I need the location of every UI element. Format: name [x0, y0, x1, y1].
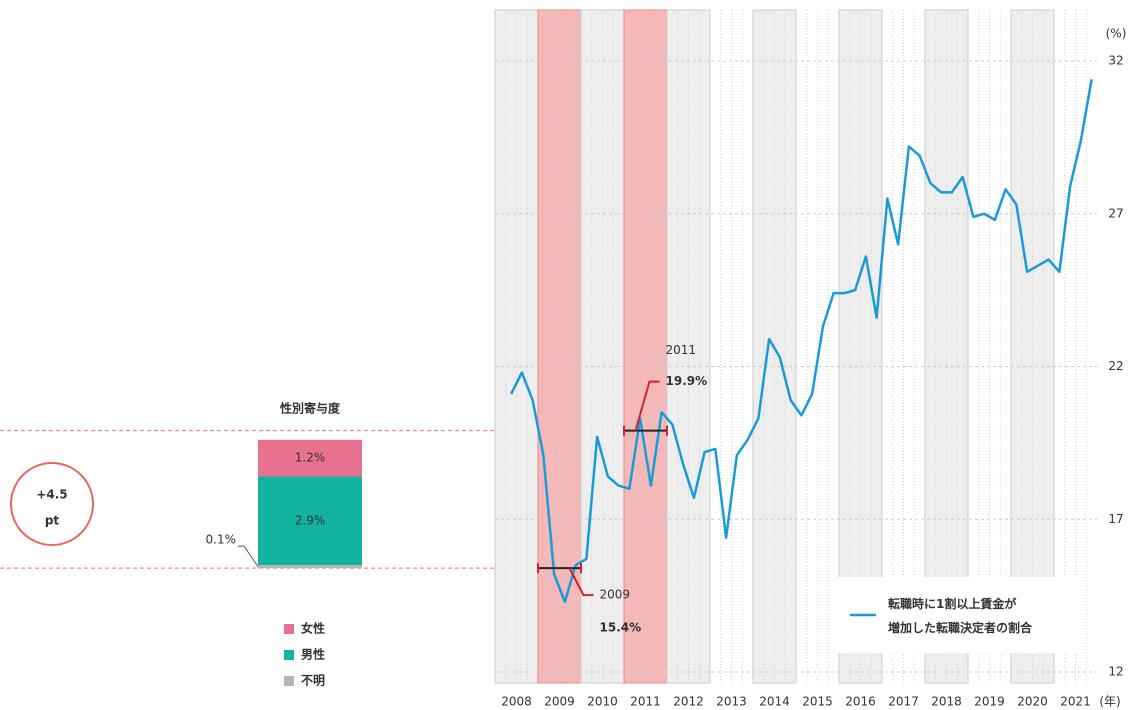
total-value: +4.5	[36, 488, 67, 502]
x-unit: (年)	[1099, 695, 1120, 709]
y-tick-label: 17	[1108, 512, 1123, 526]
annotation-year: 2011	[666, 343, 697, 357]
annotation-leader	[568, 567, 594, 597]
legend-label: 女性	[301, 621, 325, 636]
segment-label: 1.2%	[295, 451, 326, 465]
data-line	[510, 79, 1093, 603]
y-tick-label: 22	[1108, 359, 1123, 373]
x-tick-label: 2012	[673, 695, 704, 709]
segment-leader	[238, 545, 259, 567]
annotation-year: 2009	[600, 588, 631, 602]
x-tick-label: 2015	[802, 695, 833, 709]
segment-label: 0.1%	[206, 533, 237, 547]
foreground-layer: 2008 2009 2010 2011 2012 2013 2014 2015 2016 2017…	[10, 27, 1127, 709]
x-tick-label: 2011	[630, 695, 661, 709]
x-tick-label: 2009	[544, 695, 575, 709]
x-tick-label: 2013	[716, 695, 747, 709]
legend-label: 男性	[301, 647, 325, 662]
x-tick-label: 2014	[759, 695, 790, 709]
x-tick-label: 2021	[1060, 695, 1091, 709]
x-tick-label: 2010	[587, 695, 618, 709]
x-tick-label: 2016	[845, 695, 876, 709]
legend-label: 転職時に1割以上賃金が増加した転職決定者の割合	[888, 596, 1033, 635]
background-layer	[0, 9, 1097, 684]
y-unit: (%)	[1106, 27, 1127, 41]
total-badge	[10, 462, 94, 546]
x-tick-label: 2019	[974, 695, 1005, 709]
annotation-value: 19.9%	[666, 374, 708, 388]
contribution-title: 性別寄与度	[279, 401, 341, 416]
y-tick-label: 12	[1108, 665, 1123, 679]
y-tick-label: 27	[1108, 206, 1123, 220]
annotation-leader	[634, 380, 660, 431]
legend-swatch	[284, 676, 294, 686]
x-tick-label: 2008	[501, 695, 532, 709]
annotation-value: 15.4%	[600, 621, 642, 635]
y-tick-label: 32	[1108, 54, 1123, 68]
x-tick-label: 2020	[1017, 695, 1048, 709]
x-tick-label: 2018	[931, 695, 962, 709]
legend-swatch	[284, 650, 294, 660]
x-tick-label: 2017	[888, 695, 919, 709]
total-unit: pt	[45, 514, 60, 528]
contribution-segment	[258, 565, 362, 569]
legend-label: 不明	[301, 674, 325, 688]
segment-label: 2.9%	[295, 513, 326, 527]
legend-swatch	[284, 624, 294, 634]
contribution-segment	[258, 476, 362, 566]
contribution-segment	[258, 439, 362, 477]
